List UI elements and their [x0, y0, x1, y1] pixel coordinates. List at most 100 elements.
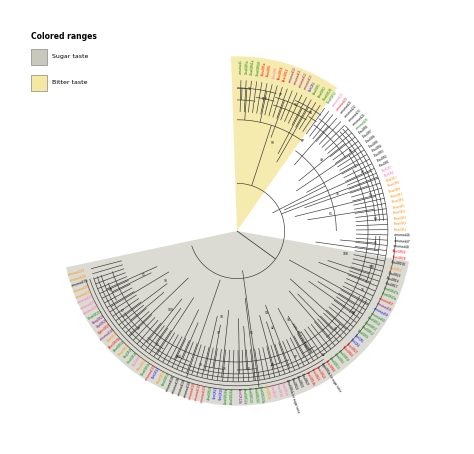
Text: 67: 67	[121, 309, 125, 313]
Text: unnamed58: unnamed58	[375, 301, 392, 313]
Text: unnamed12: unnamed12	[298, 71, 308, 88]
Text: 89: 89	[352, 311, 356, 315]
Text: 100: 100	[175, 355, 181, 359]
FancyBboxPatch shape	[30, 49, 47, 65]
Text: 59: 59	[265, 311, 269, 315]
Text: AmelGR24: AmelGR24	[207, 385, 213, 400]
Text: SboeGR14: SboeGR14	[282, 67, 291, 82]
Text: 50: 50	[271, 141, 275, 145]
Text: 61: 61	[249, 331, 253, 335]
Text: PxylGR1: PxylGR1	[381, 165, 393, 173]
Text: NvitGR32: NvitGR32	[152, 366, 162, 380]
Text: AchiGR11: AchiGR11	[389, 266, 403, 273]
Text: AmelGR12b: AmelGR12b	[242, 388, 246, 404]
Text: 63: 63	[374, 217, 377, 221]
Text: TcasGR4: TcasGR4	[371, 144, 383, 153]
Text: unnamed155: unnamed155	[71, 279, 89, 288]
Text: SboeGR32b: SboeGR32b	[108, 336, 123, 349]
Text: 75: 75	[223, 367, 227, 371]
Text: unnamed59: unnamed59	[373, 306, 389, 318]
Text: TcasGR5: TcasGR5	[368, 139, 380, 148]
Text: BmorGR25: BmorGR25	[118, 343, 130, 357]
Text: BmorGR6: BmorGR6	[391, 198, 404, 204]
Text: unnamed100: unnamed100	[200, 384, 208, 403]
Text: 51: 51	[142, 272, 146, 276]
Text: unnamed22: unnamed22	[344, 104, 358, 118]
Text: TcasGR6: TcasGR6	[365, 134, 377, 144]
Text: 95: 95	[369, 193, 373, 197]
Text: DpleGR1: DpleGR1	[385, 176, 398, 183]
Text: 43: 43	[333, 327, 337, 331]
Text: NvitGR6: NvitGR6	[349, 337, 360, 348]
Text: 97: 97	[294, 355, 298, 359]
Text: 96: 96	[164, 279, 167, 283]
Text: HmelGR15: HmelGR15	[127, 350, 139, 365]
Text: unnamed47: unnamed47	[393, 238, 410, 243]
Text: 95: 95	[247, 87, 252, 91]
Text: Bitter taste: Bitter taste	[53, 79, 88, 84]
Text: LdecGR12b: LdecGR12b	[237, 388, 240, 404]
Text: 97: 97	[217, 331, 221, 335]
Text: AgamGR25: AgamGR25	[97, 323, 112, 335]
Text: unnamed1: unnamed1	[239, 59, 244, 74]
Text: SboeGR20: SboeGR20	[346, 341, 358, 355]
Text: 40: 40	[247, 367, 251, 371]
Text: NvitGR5: NvitGR5	[353, 333, 364, 344]
Text: unnamed11: unnamed11	[292, 69, 302, 86]
Text: 96: 96	[294, 103, 298, 107]
Text: AmelGR120: AmelGR120	[247, 387, 253, 404]
Text: DmelGR5a: DmelGR5a	[245, 60, 249, 74]
Text: SboeGR38: SboeGR38	[392, 255, 406, 261]
Text: BmorGR9: BmorGR9	[387, 181, 401, 188]
Text: 42: 42	[271, 326, 274, 330]
Text: unnamed154: unnamed154	[73, 284, 91, 294]
Text: TcasGR27: TcasGR27	[300, 373, 310, 387]
Text: 83: 83	[361, 170, 365, 174]
Text: unnamed10: unnamed10	[287, 67, 297, 84]
Text: AmelGR11: AmelGR11	[364, 321, 378, 332]
Text: 97: 97	[279, 93, 283, 97]
Text: SboeGR25: SboeGR25	[310, 368, 320, 382]
Text: AmelGR200b: AmelGR200b	[258, 386, 265, 404]
Text: 100: 100	[368, 265, 374, 269]
Text: TcasGR17: TcasGR17	[384, 281, 398, 290]
Text: unnamed157: unnamed157	[67, 268, 86, 277]
Text: DmelGR59c: DmelGR59c	[140, 360, 152, 376]
Text: ChenGR1b: ChenGR1b	[264, 385, 270, 400]
Text: DmelGR61a: DmelGR61a	[250, 59, 255, 75]
Text: TcasGR100: TcasGR100	[390, 260, 406, 267]
Text: AmelGR32: AmelGR32	[113, 340, 127, 353]
Text: 97: 97	[301, 139, 304, 143]
Text: unnamed103: unnamed103	[182, 380, 192, 399]
Text: BmorGR19: BmorGR19	[280, 381, 288, 396]
Text: AmelGR14: AmelGR14	[161, 372, 171, 386]
Text: BmorGR4: BmorGR4	[392, 210, 406, 215]
Text: 49: 49	[320, 158, 324, 162]
Text: 100: 100	[262, 97, 268, 101]
Text: SboeGR14b: SboeGR14b	[305, 370, 316, 387]
Text: 97: 97	[137, 327, 141, 331]
Text: SboeGR32: SboeGR32	[392, 249, 407, 255]
Text: 95: 95	[287, 318, 291, 322]
Text: unnamed60: unnamed60	[370, 311, 386, 323]
Text: 82: 82	[322, 353, 326, 356]
Text: AmelGR10: AmelGR10	[367, 316, 381, 327]
Text: unnamed101: unnamed101	[194, 383, 202, 402]
Text: unnamed104: unnamed104	[177, 378, 187, 397]
Text: 75: 75	[374, 241, 377, 245]
Text: TcasGR21: TcasGR21	[295, 375, 304, 389]
Text: unnamed102: unnamed102	[188, 381, 197, 400]
Wedge shape	[66, 231, 409, 406]
Text: CquiGR25: CquiGR25	[95, 318, 109, 329]
Text: AmelGR13: AmelGR13	[328, 356, 341, 370]
FancyBboxPatch shape	[30, 75, 47, 91]
Text: Sugar taste: Sugar taste	[53, 54, 89, 59]
Text: EsajGR15: EsajGR15	[123, 347, 135, 360]
Text: AmelGR28a: AmelGR28a	[224, 387, 229, 404]
Text: unnamed13: unnamed13	[303, 74, 313, 90]
Text: 90: 90	[220, 315, 224, 319]
Text: DmelGR47a: DmelGR47a	[382, 286, 399, 296]
Text: SboeGR34: SboeGR34	[277, 65, 285, 80]
Text: NvitGR1: NvitGR1	[308, 81, 316, 93]
Text: CheuGR6: CheuGR6	[266, 64, 273, 78]
